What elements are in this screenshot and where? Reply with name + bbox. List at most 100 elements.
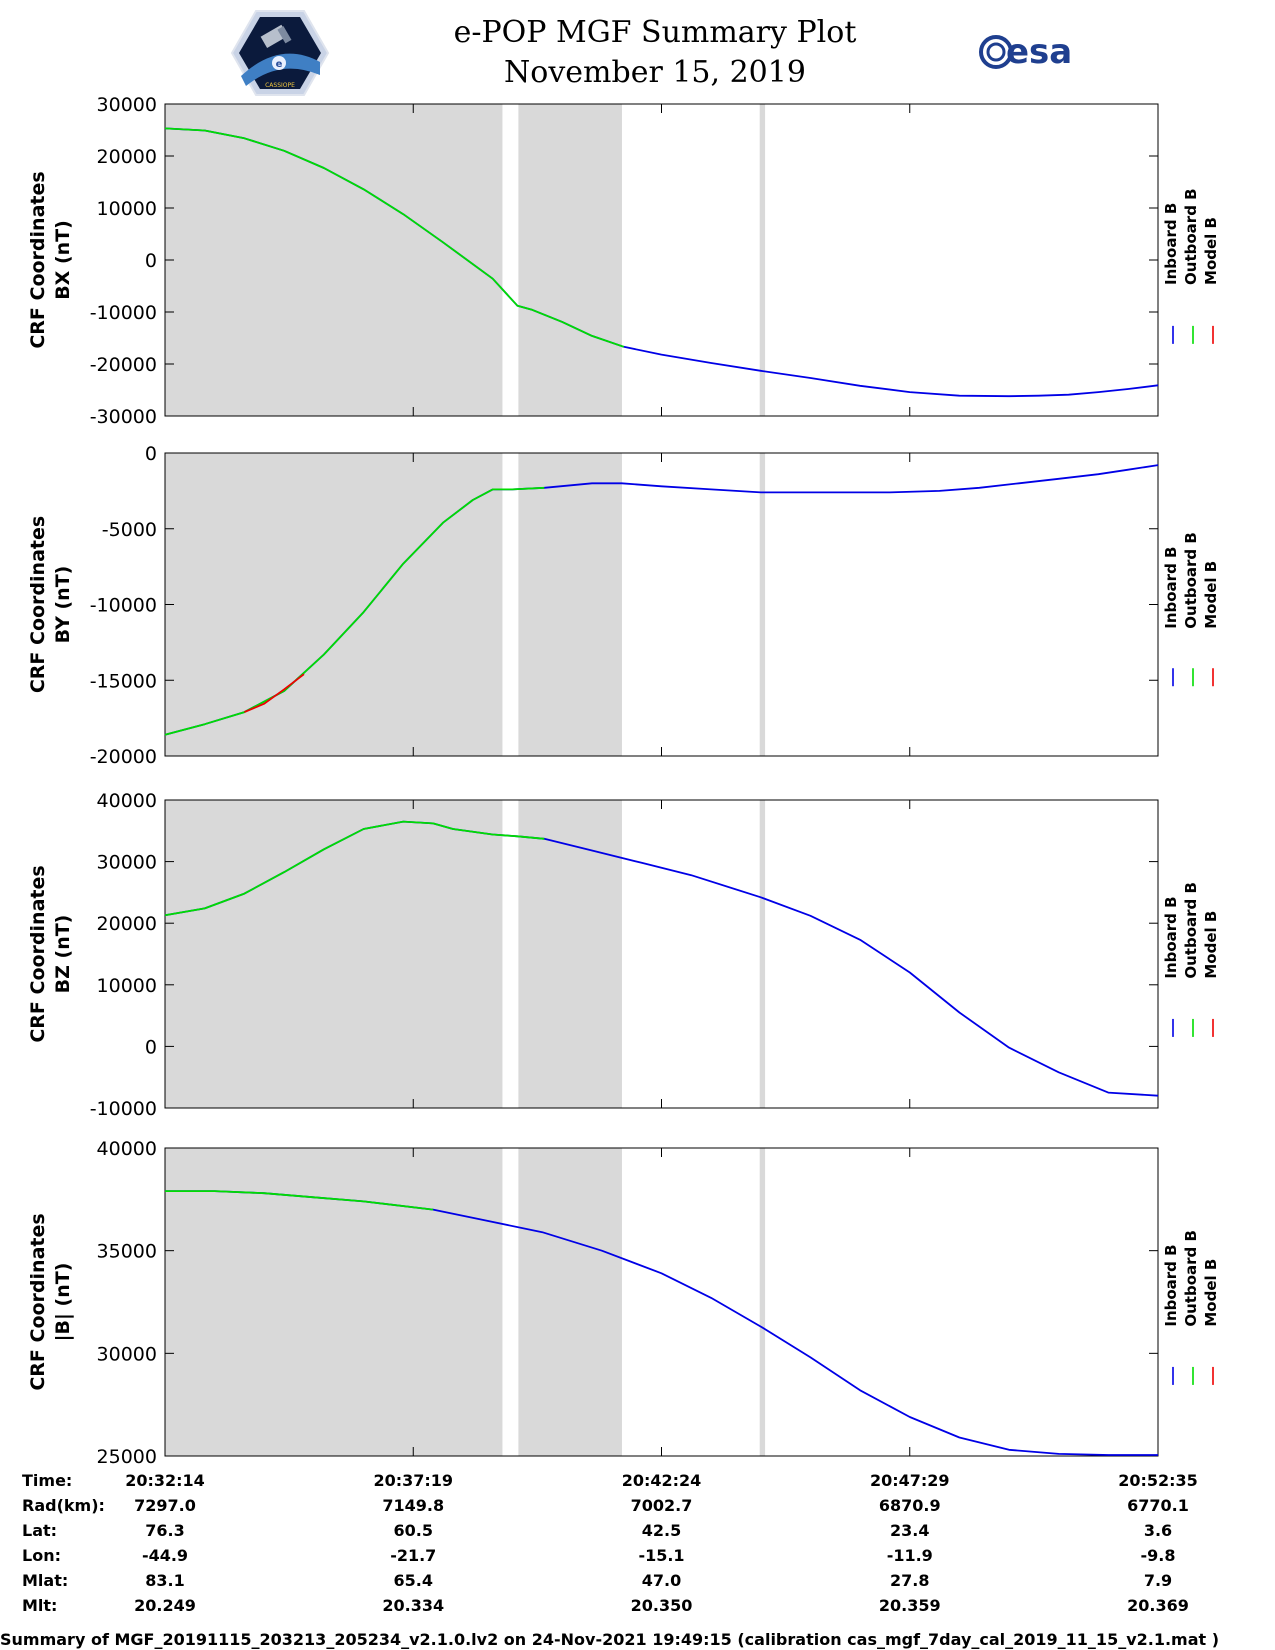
title-line-1: e-POP MGF Summary Plot <box>454 15 857 50</box>
y-tick-label: -30000 <box>90 406 157 428</box>
series-outboard-b <box>164 127 625 348</box>
y-axis-unit-label: BZ (nT) <box>52 915 74 994</box>
info-value: 20.350 <box>631 1596 693 1615</box>
y-tick-label: 0 <box>145 1036 157 1058</box>
y-tick-label: 20000 <box>97 146 157 168</box>
panels: 30000 20000 10000 0 -10000 -20000 -30000 CRF Co… <box>27 94 1220 1468</box>
cassiope-mark-circle <box>272 56 286 70</box>
info-row-label: Lat: <box>22 1521 57 1540</box>
info-value: 60.5 <box>394 1521 433 1540</box>
cassiope-logo: e CASSIOPE <box>230 10 330 96</box>
y-tick-label: -10000 <box>90 1098 157 1120</box>
shade-region-3 <box>759 800 766 1108</box>
y-axis-unit-label: BX (nT) <box>52 220 74 300</box>
info-value: 20.359 <box>879 1596 941 1615</box>
legend: Inboard B Outboard B Model B <box>1162 188 1220 344</box>
legend-label: Inboard B <box>1162 1244 1180 1326</box>
info-value: -9.8 <box>1141 1546 1176 1565</box>
info-value: 20.369 <box>1127 1596 1189 1615</box>
info-table: Time: Rad(km): Lat: Lon: Mlat: Mlt: 20:32:14 72… <box>22 1471 1198 1615</box>
info-row-label: Rad(km): <box>22 1496 105 1515</box>
panel-btotal: 40000 35000 30000 25000 CRF Coordinates |B| (… <box>27 1138 1220 1468</box>
legend: Inboard B Outboard B Model B <box>1162 532 1220 687</box>
shade-region-2 <box>518 800 622 1108</box>
legend-label: Outboard B <box>1182 1230 1200 1327</box>
legend-label: Model B <box>1202 911 1220 979</box>
y-axis-label: CRF Coordinates <box>27 1213 49 1390</box>
y-tick-label: -20000 <box>90 354 157 376</box>
legend-label: Inboard B <box>1162 203 1180 285</box>
info-value: -21.7 <box>390 1546 436 1565</box>
legend-label: Outboard B <box>1182 188 1200 285</box>
legend-label: Model B <box>1202 1259 1220 1327</box>
y-tick-label: -10000 <box>90 595 157 617</box>
panel-bx: 30000 20000 10000 0 -10000 -20000 -30000 CRF Co… <box>27 94 1220 428</box>
y-axis-unit-label: BY (nT) <box>52 566 74 644</box>
info-value: 7002.7 <box>631 1496 693 1515</box>
series-outboard-b <box>164 820 545 917</box>
y-tick-label: 0 <box>145 250 157 272</box>
y-axis-label: CRF Coordinates <box>27 516 49 693</box>
y-tick-label: 30000 <box>97 94 157 116</box>
legend: Inboard B Outboard B Model B <box>1162 1230 1220 1385</box>
cassiope-logo-text: CASSIOPE <box>265 82 295 89</box>
info-value: 7149.8 <box>382 1496 444 1515</box>
info-value: 20.249 <box>134 1596 196 1615</box>
title-line-2: November 15, 2019 <box>504 55 806 90</box>
shade-region-2 <box>518 1148 622 1456</box>
info-value: 65.4 <box>394 1571 433 1590</box>
info-value: -44.9 <box>142 1546 188 1565</box>
y-tick-label: 30000 <box>97 1343 157 1365</box>
series-outboard-b <box>165 1190 434 1211</box>
info-value: 20:32:14 <box>125 1471 205 1490</box>
legend-label: Outboard B <box>1182 882 1200 979</box>
legend-label: Model B <box>1202 561 1220 629</box>
y-tick-label: 40000 <box>97 1138 157 1160</box>
info-value: 6870.9 <box>879 1496 941 1515</box>
info-value: 3.6 <box>1144 1521 1172 1540</box>
y-axis-unit-label: |B| (nT) <box>52 1263 74 1342</box>
info-value: 83.1 <box>145 1571 184 1590</box>
panel-bz: 40000 30000 20000 10000 0 -10000 CRF Coordinat… <box>27 790 1220 1120</box>
y-tick-label: 30000 <box>97 852 157 874</box>
info-value: 20:47:29 <box>870 1471 950 1490</box>
shade-region-3 <box>759 1148 766 1456</box>
info-value: -15.1 <box>638 1546 684 1565</box>
info-value: 76.3 <box>145 1521 184 1540</box>
shade-region-1 <box>165 104 503 416</box>
esa-logo: esa <box>979 32 1072 72</box>
footer-caption: Summary of MGF_20191115_203213_205234_v2… <box>0 1630 1219 1649</box>
y-tick-label: 10000 <box>97 975 157 997</box>
cassiope-mark: e <box>276 59 283 70</box>
info-value: 27.8 <box>890 1571 929 1590</box>
info-value: 20.334 <box>382 1596 444 1615</box>
info-row-label: Mlat: <box>22 1571 68 1590</box>
y-tick-label: -20000 <box>90 746 157 768</box>
legend-label: Outboard B <box>1182 532 1200 629</box>
legend-label: Inboard B <box>1162 547 1180 629</box>
y-tick-label: -10000 <box>90 302 157 324</box>
info-row-label: Time: <box>22 1471 72 1490</box>
y-tick-label: 20000 <box>97 913 157 935</box>
legend-label: Inboard B <box>1162 896 1180 978</box>
series-outboard-b <box>164 486 545 736</box>
info-row-label: Mlt: <box>22 1596 57 1615</box>
y-tick-label: -5000 <box>102 519 157 541</box>
info-value: 20:37:19 <box>373 1471 453 1490</box>
info-value: -11.9 <box>887 1546 933 1565</box>
info-value: 20:42:24 <box>622 1471 702 1490</box>
series-model-b <box>244 673 305 713</box>
esa-logo-text: esa <box>1006 32 1072 72</box>
y-axis-label: CRF Coordinates <box>27 171 49 348</box>
shade-region-1 <box>165 453 503 756</box>
info-value: 23.4 <box>890 1521 929 1540</box>
legend: Inboard B Outboard B Model B <box>1162 882 1220 1037</box>
panel-by: 0 -5000 -10000 -15000 -20000 CRF Coordinates B… <box>27 443 1220 768</box>
y-tick-label: -15000 <box>90 670 157 692</box>
info-value: 6770.1 <box>1127 1496 1189 1515</box>
y-tick-label: 10000 <box>97 198 157 220</box>
y-axis-label: CRF Coordinates <box>27 865 49 1042</box>
info-value: 47.0 <box>642 1571 681 1590</box>
esa-logo-mark <box>979 35 1013 69</box>
